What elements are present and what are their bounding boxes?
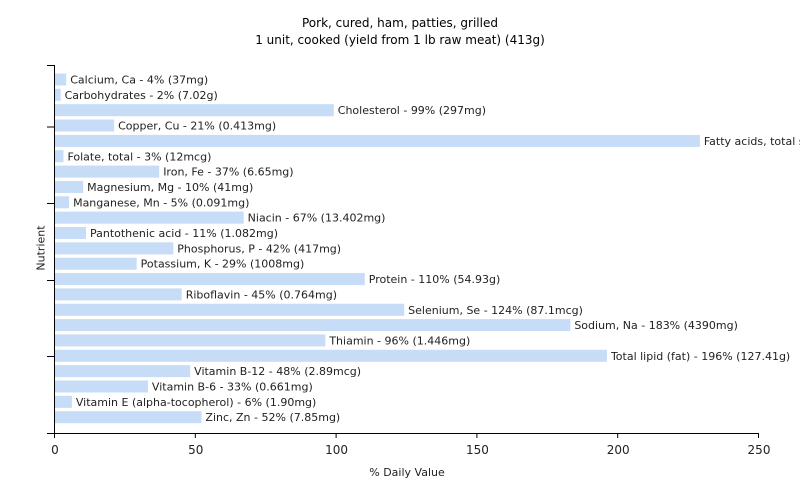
bar-label-cholesterol: Cholesterol - 99% (297mg)	[338, 104, 486, 117]
bar-sodium-na	[55, 319, 571, 332]
bar-manganese-mn	[55, 196, 70, 209]
bar-label-phosphorus-p: Phosphorus, P - 42% (417mg)	[177, 242, 341, 255]
bar-iron-fe	[55, 165, 160, 178]
bar-niacin	[55, 211, 244, 224]
x-tick-label-200: 200	[607, 443, 630, 457]
bar-label-total-lipid-fat: Total lipid (fat) - 196% (127.41g)	[610, 350, 790, 363]
bar-label-fatty-acids-total-saturated: Fatty acids, total saturated - 229% (45.…	[704, 135, 800, 148]
bar-label-vitamin-b-12: Vitamin B-12 - 48% (2.89mcg)	[194, 365, 361, 378]
bar-calcium-ca	[55, 73, 67, 86]
bar-label-zinc-zn: Zinc, Zn - 52% (7.85mg)	[205, 411, 340, 424]
x-tick-label-150: 150	[466, 443, 489, 457]
y-axis-label: Nutrient	[34, 225, 48, 271]
bar-potassium-k	[55, 257, 137, 270]
bar-label-vitamin-b-6: Vitamin B-6 - 33% (0.661mg)	[152, 381, 313, 394]
bar-label-niacin: Niacin - 67% (13.402mg)	[248, 212, 386, 225]
bar-label-selenium-se: Selenium, Se - 124% (87.1mcg)	[408, 304, 583, 317]
x-tick-label-250: 250	[748, 443, 771, 457]
bar-label-copper-cu: Copper, Cu - 21% (0.413mg)	[118, 120, 276, 133]
bar-carbohydrates	[55, 88, 61, 101]
x-axis-label: % Daily Value	[369, 466, 445, 479]
bar-protein	[55, 273, 365, 286]
bar-label-folate-total: Folate, total - 3% (12mcg)	[67, 150, 211, 163]
x-tick-label-50: 50	[188, 443, 203, 457]
bar-thiamin	[55, 334, 326, 347]
bar-label-carbohydrates: Carbohydrates - 2% (7.02g)	[65, 89, 218, 102]
bar-phosphorus-p	[55, 242, 174, 255]
x-tick-label-100: 100	[325, 443, 348, 457]
bar-zinc-zn	[55, 411, 202, 424]
bar-vitamin-e-alpha-tocopherol	[55, 395, 72, 408]
bar-copper-cu	[55, 119, 115, 132]
bar-folate-total	[55, 150, 64, 163]
x-tick-label-0: 0	[51, 443, 59, 457]
bar-label-magnesium-mg: Magnesium, Mg - 10% (41mg)	[87, 181, 253, 194]
bar-label-manganese-mn: Manganese, Mn - 5% (0.091mg)	[73, 196, 249, 209]
bar-label-potassium-k: Potassium, K - 29% (1008mg)	[141, 258, 305, 271]
bar-vitamin-b-6	[55, 380, 148, 393]
bar-total-lipid-fat	[55, 349, 607, 362]
bar-magnesium-mg	[55, 180, 84, 193]
bar-label-calcium-ca: Calcium, Ca - 4% (37mg)	[70, 74, 208, 87]
bar-label-protein: Protein - 110% (54.93g)	[369, 273, 501, 286]
bar-label-pantothenic-acid: Pantothenic acid - 11% (1.082mg)	[90, 227, 278, 240]
bar-label-sodium-na: Sodium, Na - 183% (4390mg)	[574, 319, 738, 332]
bar-label-riboflavin: Riboflavin - 45% (0.764mg)	[186, 288, 337, 301]
bar-label-vitamin-e-alpha-tocopherol: Vitamin E (alpha-tocopherol) - 6% (1.90m…	[76, 396, 316, 409]
bar-cholesterol	[55, 104, 334, 117]
bar-selenium-se	[55, 303, 405, 316]
bar-fatty-acids-total-saturated	[55, 134, 700, 147]
bar-pantothenic-acid	[55, 227, 86, 239]
bar-riboflavin	[55, 288, 182, 301]
chart-subtitle: 1 unit, cooked (yield from 1 lb raw meat…	[255, 33, 545, 47]
bar-label-iron-fe: Iron, Fe - 37% (6.65mg)	[163, 166, 293, 179]
bar-vitamin-b-12	[55, 365, 191, 378]
chart-title: Pork, cured, ham, patties, grilled	[302, 16, 498, 30]
bar-label-thiamin: Thiamin - 96% (1.446mg)	[328, 334, 470, 347]
